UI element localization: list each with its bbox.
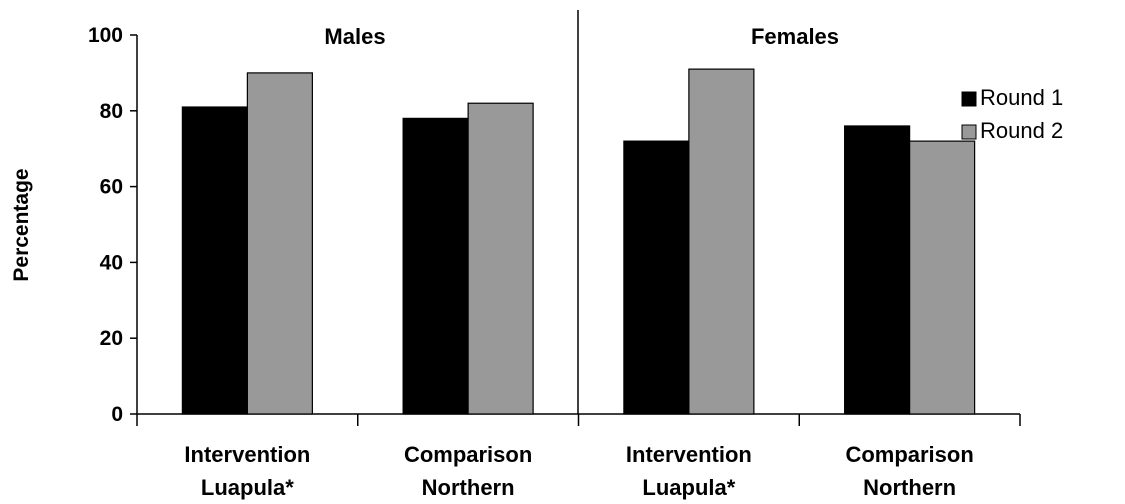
bar-round-2-cat-2 — [467, 102, 534, 415]
y-tick-label: 20 — [100, 327, 123, 350]
y-tick-label: 100 — [88, 24, 123, 47]
legend-label-round-1: Round 1 — [980, 85, 1063, 110]
legend: Round 1 Round 2 — [961, 85, 1063, 143]
x-ticks — [136, 414, 1021, 426]
legend-swatch-round-1 — [961, 91, 977, 107]
bars — [181, 68, 976, 415]
y-ticks: 0 20 40 60 80 100 — [88, 24, 137, 426]
panel-title-females: Females — [751, 24, 839, 49]
y-tick-label: 80 — [100, 100, 123, 123]
category-label-line2: Luapula* — [201, 475, 294, 500]
bar-round-1-cat-3 — [623, 140, 690, 415]
y-tick-label: 40 — [100, 251, 123, 274]
category-label-line2: Northern — [422, 475, 515, 500]
bar-round-1-cat-4 — [844, 125, 911, 415]
bar-round-1-cat-2 — [402, 117, 469, 415]
category-label-line1: Comparison — [845, 442, 973, 467]
y-tick-label: 60 — [100, 176, 123, 199]
category-label-line1: Intervention — [184, 442, 310, 467]
y-axis-title: Percentage — [10, 168, 33, 281]
category-labels: Intervention Luapula* Comparison Northern In… — [184, 442, 973, 500]
bar-round-2-cat-1 — [246, 72, 313, 415]
y-tick-label: 0 — [111, 403, 123, 426]
category-label-line2: Luapula* — [642, 475, 735, 500]
category-label-line2: Northern — [863, 475, 956, 500]
legend-swatch-round-2 — [961, 124, 977, 140]
category-label-line1: Intervention — [626, 442, 752, 467]
legend-label-round-2: Round 2 — [980, 118, 1063, 143]
bar-round-2-cat-3 — [688, 68, 755, 415]
bar-round-1-cat-1 — [181, 106, 248, 415]
category-label-line1: Comparison — [404, 442, 532, 467]
panel-title-males: Males — [324, 24, 385, 49]
bar-round-2-cat-4 — [909, 140, 976, 415]
